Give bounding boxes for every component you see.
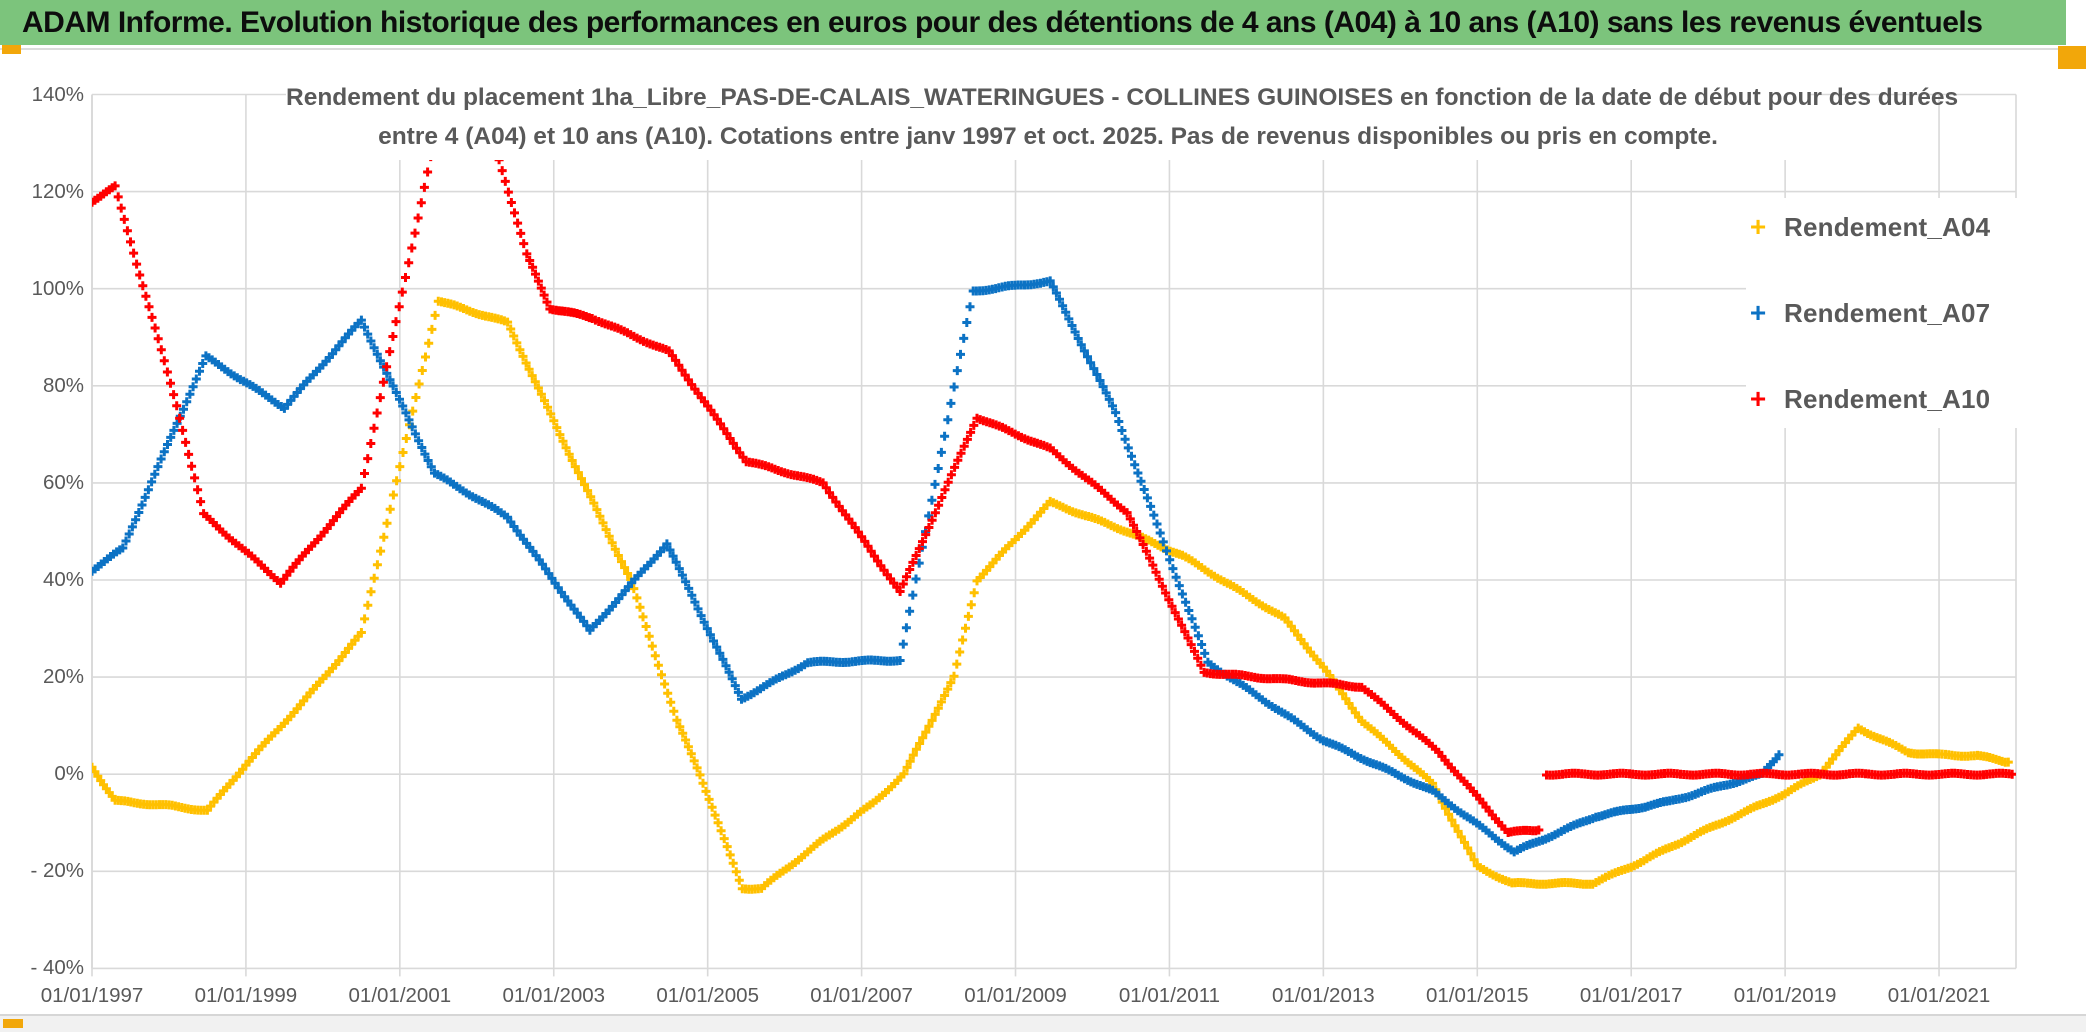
y-axis-label: 40% — [42, 568, 84, 591]
plus-marker-icon: + — [1749, 383, 1767, 414]
x-axis-label: 01/01/2007 — [810, 984, 913, 1007]
gridlines — [91, 93, 2017, 977]
plus-marker-icon: + — [1749, 211, 1767, 242]
y-axis-label: 120% — [31, 179, 84, 203]
legend-item-a10[interactable]: + Rendement_A10 — [1746, 376, 2032, 422]
y-axis-label: 20% — [42, 665, 84, 689]
x-axis-label: 01/01/2003 — [502, 984, 606, 1007]
legend-label: Rendement_A04 — [1784, 211, 1991, 242]
chart-subtitle: Rendement du placement 1ha_Libre_PAS-DE-… — [286, 78, 1959, 160]
window-title: ADAM Informe. Evolution historique des p… — [22, 5, 1983, 39]
x-axis-label: 01/01/2015 — [1425, 984, 1529, 1007]
y-axis-label: 0% — [54, 762, 84, 786]
freeze-pane-handle[interactable] — [2, 45, 21, 54]
legend-label: Rendement_A07 — [1784, 297, 1991, 328]
x-axis-label: 01/01/2019 — [1733, 984, 1837, 1007]
series-rendement_a07[interactable] — [88, 276, 1784, 857]
chart-subtitle-line2: entre 4 (A04) et 10 ans (A10). Cotations… — [378, 123, 1718, 150]
series-layer — [88, 18, 2017, 894]
plus-marker-icon: + — [1749, 297, 1767, 328]
y-axis-label: - 20% — [30, 859, 84, 883]
y-axis-label: 60% — [42, 470, 84, 494]
freeze-pane-handle[interactable] — [2058, 46, 2086, 69]
scrollbar-thumb[interactable] — [3, 1019, 23, 1028]
chart-legend: + Rendement_A04 + Rendement_A07 + Rendem… — [1746, 198, 2032, 428]
x-axis-label: 01/01/2021 — [1887, 984, 1991, 1007]
x-axis-label: 01/01/1999 — [194, 984, 298, 1007]
y-axis-label: 80% — [42, 373, 84, 397]
x-axis-label: 01/01/1997 — [40, 984, 144, 1007]
window-title-bar: ADAM Informe. Evolution historique des p… — [0, 0, 2066, 45]
y-axis-label: - 40% — [30, 956, 84, 980]
scrollbar-track[interactable] — [0, 1014, 2086, 1032]
legend-item-a04[interactable]: + Rendement_A04 — [1746, 204, 2032, 250]
x-axis-label: 01/01/2011 — [1118, 984, 1220, 1007]
x-axis-label: 01/01/2013 — [1272, 984, 1375, 1007]
x-axis-label: 01/01/2009 — [964, 984, 1067, 1007]
series-rendement_a04[interactable] — [88, 296, 2013, 894]
y-axis-label: 140% — [31, 82, 84, 106]
x-axis-label: 01/01/2005 — [656, 984, 759, 1007]
divider — [0, 48, 2086, 50]
x-axis-label: 01/01/2001 — [348, 984, 452, 1007]
x-axis-label: 01/01/2017 — [1579, 984, 1683, 1007]
legend-item-a07[interactable]: + Rendement_A07 — [1746, 290, 2032, 336]
series-rendement_a10[interactable] — [88, 18, 2017, 837]
legend-label: Rendement_A10 — [1784, 383, 1991, 414]
chart-subtitle-line1: Rendement du placement 1ha_Libre_PAS-DE-… — [286, 84, 1959, 111]
y-axis-label: 100% — [31, 276, 84, 300]
